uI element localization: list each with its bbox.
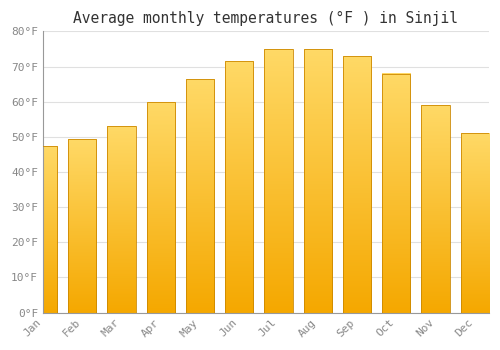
Bar xyxy=(108,126,136,313)
Bar xyxy=(29,146,57,313)
Bar xyxy=(146,102,175,313)
Bar xyxy=(422,105,450,313)
Bar xyxy=(108,126,136,313)
Bar xyxy=(460,133,489,313)
Bar xyxy=(68,139,96,313)
Bar xyxy=(304,49,332,313)
Bar xyxy=(382,74,410,313)
Title: Average monthly temperatures (°F ) in Sinjil: Average monthly temperatures (°F ) in Si… xyxy=(74,11,458,26)
Bar xyxy=(304,49,332,313)
Bar xyxy=(186,79,214,313)
Bar xyxy=(225,61,254,313)
Bar xyxy=(343,56,371,313)
Bar xyxy=(146,102,175,313)
Bar xyxy=(264,49,292,313)
Bar xyxy=(264,49,292,313)
Bar xyxy=(460,133,489,313)
Bar xyxy=(186,79,214,313)
Bar xyxy=(343,56,371,313)
Bar xyxy=(29,146,57,313)
Bar xyxy=(422,105,450,313)
Bar xyxy=(382,74,410,313)
Bar xyxy=(68,139,96,313)
Bar xyxy=(225,61,254,313)
